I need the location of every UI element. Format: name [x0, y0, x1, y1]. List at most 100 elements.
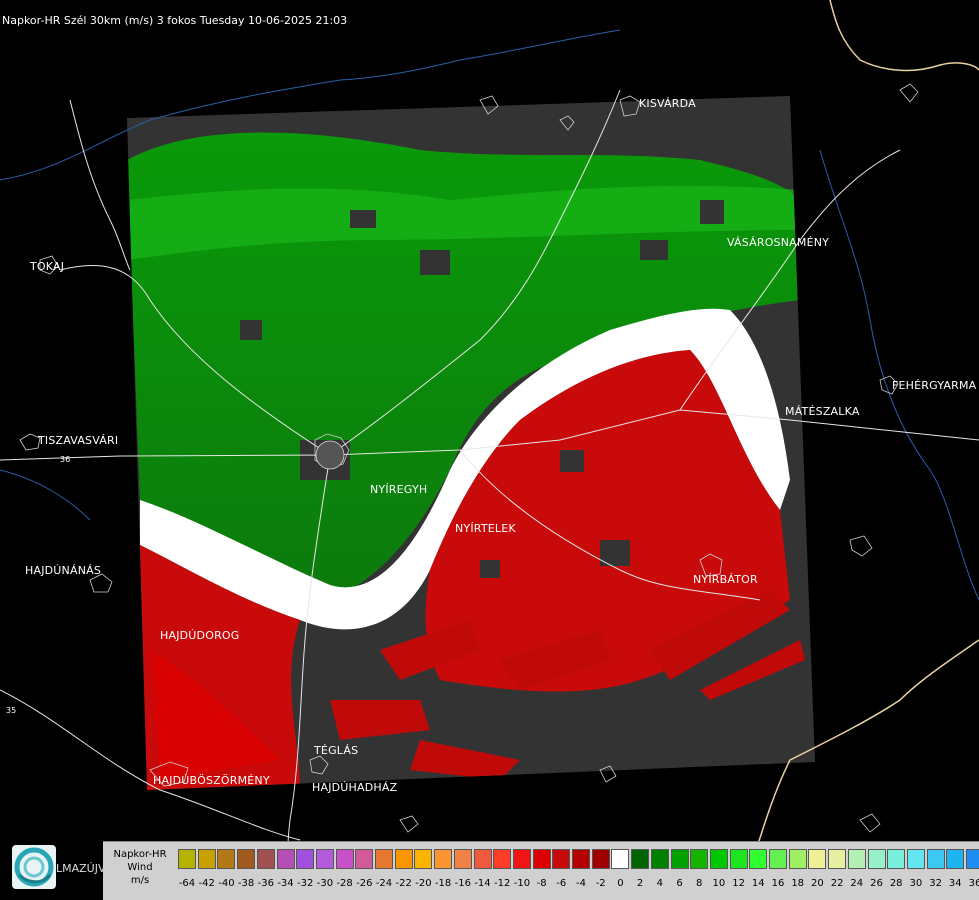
city-label-nyirbator: NYÍRBÁTOR [693, 573, 758, 586]
legend-label: Napkor-HR Wind m/s [107, 848, 173, 887]
city-label-tiszavasvari: TISZAVASVÁRI [38, 434, 119, 447]
legend-tick-label: 2 [636, 878, 644, 889]
legend-tick-label: 30 [909, 878, 923, 889]
legend-tick-label: 8 [696, 878, 703, 889]
legend-tick-label: -40 [218, 878, 235, 889]
legend-tick-label: 22 [830, 878, 844, 889]
legend-swatch [867, 849, 886, 869]
city-label-kisvarda: KISVÁRDA [639, 97, 696, 110]
road-number-35: 35 [6, 706, 17, 715]
legend-swatch [512, 849, 531, 869]
country-border [829, 0, 979, 72]
road-number-36: 36 [60, 455, 71, 464]
legend-swatch [808, 849, 827, 869]
legend-tick-label: 6 [676, 878, 683, 889]
legend-swatch [690, 849, 709, 869]
legend-swatch [926, 849, 945, 869]
legend-swatch [828, 849, 847, 869]
legend-swatch [276, 849, 295, 869]
city-label-hajduhadhaz: HAJDÚHADHÁZ [312, 781, 398, 794]
legend-tick-label: 16 [771, 878, 785, 889]
legend-tick-label: 26 [870, 878, 883, 889]
legend-tick-label: 24 [850, 878, 864, 889]
legend-swatch [788, 849, 807, 869]
legend-swatch [729, 849, 748, 869]
legend-tick-label: -28 [336, 878, 353, 889]
legend-swatch [552, 849, 571, 869]
legend-swatch [375, 849, 393, 869]
legend-swatch [631, 849, 650, 869]
legend-swatch [670, 849, 689, 869]
legend-tick-label: -16 [454, 878, 471, 889]
legend-swatch [335, 849, 354, 869]
city-label-fehergyarmat: FEHÉRGYARMA [892, 379, 977, 392]
legend-tick-label: -10 [513, 878, 531, 889]
legend-tick-label: 4 [656, 878, 663, 889]
legend-swatch [749, 849, 768, 869]
legend-swatch [237, 849, 256, 869]
legend-tick-label: -24 [375, 878, 393, 889]
city-label-nyirtelek: NYÍRTELEK [455, 522, 516, 535]
legend-swatch [709, 849, 728, 869]
legend-tick-label: -4 [576, 878, 586, 889]
legend-swatch [591, 849, 610, 869]
legend-tick-label: -42 [198, 878, 215, 889]
legend-tick-label: -30 [316, 878, 334, 889]
city-label-vasarosnameny: VÁSÁROSNAMÉNY [727, 236, 830, 249]
legend-swatch [355, 849, 374, 869]
legend-tick-label: -2 [595, 878, 606, 889]
legend-tick-label: -38 [237, 878, 255, 889]
legend-swatch [966, 849, 979, 869]
legend-tick-label: -14 [474, 878, 491, 889]
legend-tick-label: -34 [277, 878, 294, 889]
legend-swatch [473, 849, 492, 869]
legend-swatch [650, 849, 669, 869]
legend-swatch [611, 849, 630, 869]
legend-swatch [572, 849, 590, 869]
legend-tick-label: 36 [968, 878, 979, 889]
legend-source: Napkor-HR [113, 849, 167, 860]
legend-tick-label: 14 [751, 878, 765, 889]
legend-tick-label: -8 [536, 878, 547, 889]
positive-velocity-region [127, 132, 800, 602]
legend-swatch [532, 849, 551, 869]
legend-swatch [217, 849, 236, 869]
city-label-teglas: TÉGLÁS [314, 744, 359, 757]
legend-tick-label: 0 [617, 878, 624, 889]
city-nyiregyhaza-marker [315, 440, 345, 470]
city-label-tokaj: TOKAJ [30, 260, 65, 273]
city-label-hajdunanas: HAJDÚNÁNÁS [25, 564, 102, 577]
legend-swatch [493, 849, 512, 869]
settlement-outlines [19, 83, 919, 833]
city-label-hajdudorog: HAJDÚDOROG [160, 629, 240, 642]
legend-tick-label: -64 [178, 878, 196, 889]
legend-swatch [197, 849, 216, 869]
legend-unit: m/s [130, 875, 150, 886]
legend-quantity: Wind [127, 862, 153, 873]
velocity-legend: Napkor-HR Wind m/s -64 -42 -40 -38 -36 -34 -32… [103, 841, 979, 900]
legend-swatch [946, 849, 965, 869]
roads [0, 89, 979, 900]
legend-swatch [847, 849, 866, 869]
city-label-nyiregyhaza: NYÍREGYH [370, 483, 428, 496]
legend-tick-label: -6 [556, 878, 567, 889]
legend-swatch [453, 849, 472, 869]
legend-tick-label: 12 [732, 878, 745, 889]
negative-velocity-region [425, 350, 790, 692]
map-title: Napkor-HR Szél 30km (m/s) 3 fokos Tuesda… [2, 14, 348, 27]
legend-swatch [315, 849, 334, 869]
legend-tick-label: 28 [889, 878, 903, 889]
legend-swatch [178, 849, 196, 869]
legend-tick-label: -22 [395, 878, 412, 889]
legend-swatch [887, 849, 906, 869]
legend-tick-label: 18 [791, 878, 805, 889]
velocity-field [127, 132, 805, 790]
rivers [0, 29, 979, 601]
legend-tick-label: -12 [494, 878, 511, 889]
legend-tick-label: -18 [434, 878, 452, 889]
legend-tick-label: 20 [811, 878, 824, 889]
legend-swatch [414, 849, 433, 869]
zero-velocity-band [140, 308, 790, 630]
